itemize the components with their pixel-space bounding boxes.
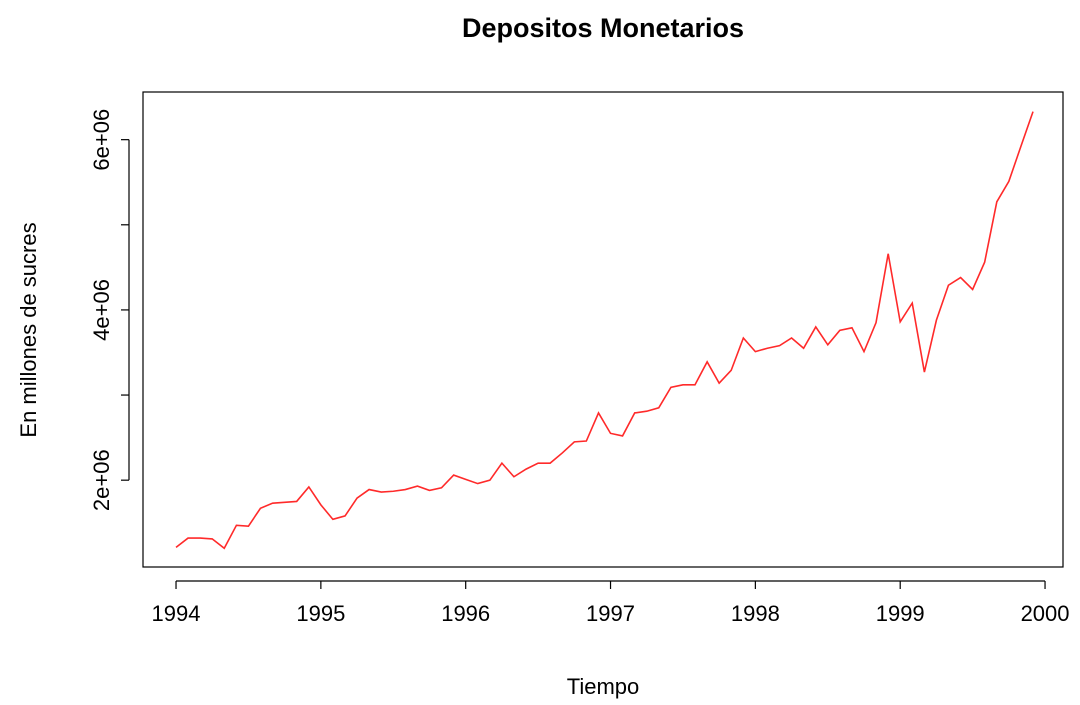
x-tick-label: 1998 [731, 601, 780, 626]
x-tick-label: 2000 [1021, 601, 1070, 626]
x-tick-label: 1994 [152, 601, 201, 626]
y-tick-label: 2e+06 [89, 449, 114, 511]
chart-title: Depositos Monetarios [462, 13, 744, 43]
data-line [175, 111, 1034, 550]
x-axis-label: Tiempo [567, 674, 640, 699]
y-tick-label: 4e+06 [89, 279, 114, 341]
y-tick-label: 6e+06 [89, 109, 114, 171]
x-tick-label: 1995 [296, 601, 345, 626]
plot-frame [142, 91, 1064, 568]
x-tick-label: 1996 [441, 601, 490, 626]
y-axis-label: En millones de sucres [16, 222, 41, 437]
x-tick-label: 1999 [876, 601, 925, 626]
x-tick-label: 1997 [586, 601, 635, 626]
